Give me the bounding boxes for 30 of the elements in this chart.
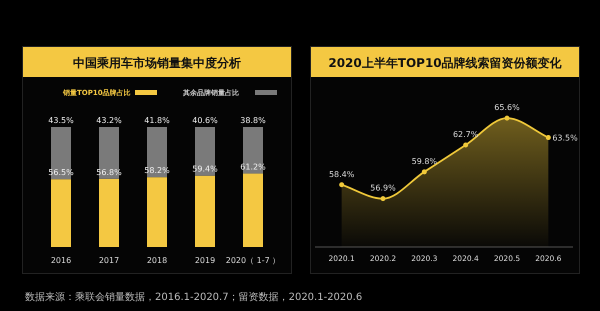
bar xyxy=(51,179,71,247)
bar xyxy=(99,178,119,247)
point xyxy=(422,169,427,174)
bar xyxy=(147,177,167,247)
chart-title: 中国乘用车市场销量集中度分析 xyxy=(73,56,241,70)
data-label: 58.4% xyxy=(328,170,355,179)
data-label: 62.7% xyxy=(452,130,479,139)
x-tick-label: 2016 xyxy=(50,256,72,265)
point xyxy=(380,196,386,202)
data-label: 38.8% xyxy=(240,116,266,125)
bar xyxy=(243,174,263,247)
chart-title: 2020上半年TOP10品牌线索留资份额变化 xyxy=(328,56,563,70)
data-label: 65.6% xyxy=(494,103,520,112)
data-label: 43.2% xyxy=(96,116,122,125)
data-label: 59.8% xyxy=(412,156,438,166)
data-label: 63.5% xyxy=(552,134,578,143)
point xyxy=(546,135,551,140)
x-tick-label: 2020（ 1-7 ） xyxy=(226,256,280,265)
data-label: 40.6% xyxy=(192,116,218,125)
annotation: 数据来源：乘联会销量数据，2016.1-2020.7；留资数据，2020.1-2020.6 xyxy=(25,290,362,304)
point xyxy=(339,182,344,188)
x-tick-label: 2018 xyxy=(146,256,168,265)
bar xyxy=(195,176,215,247)
data-label: 41.8% xyxy=(144,116,170,125)
point xyxy=(463,142,468,148)
point xyxy=(504,116,510,121)
data-label: 56.9% xyxy=(370,184,396,193)
data-label: 43.5% xyxy=(48,116,74,125)
x-tick-label: 2019 xyxy=(194,256,216,265)
x-tick-label: 2017 xyxy=(98,256,120,265)
